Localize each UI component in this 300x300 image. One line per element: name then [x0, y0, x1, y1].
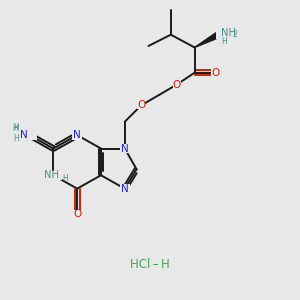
FancyBboxPatch shape — [216, 30, 234, 39]
Text: N: N — [121, 143, 129, 154]
Polygon shape — [195, 32, 220, 47]
FancyBboxPatch shape — [10, 130, 37, 140]
FancyBboxPatch shape — [73, 210, 82, 218]
FancyBboxPatch shape — [137, 102, 145, 109]
Text: H: H — [14, 134, 19, 143]
Text: H: H — [12, 124, 18, 133]
Text: O: O — [73, 209, 81, 219]
Text: N: N — [121, 184, 129, 194]
Text: O: O — [172, 80, 181, 90]
FancyBboxPatch shape — [211, 69, 220, 76]
Text: HCl – H: HCl – H — [130, 258, 170, 271]
FancyBboxPatch shape — [72, 131, 83, 140]
Text: N: N — [20, 130, 28, 140]
FancyBboxPatch shape — [41, 170, 62, 180]
Text: NH: NH — [221, 28, 236, 38]
Text: H: H — [221, 37, 227, 46]
Text: O: O — [137, 100, 145, 110]
Text: NH: NH — [44, 170, 59, 180]
FancyBboxPatch shape — [119, 184, 130, 193]
Text: 2: 2 — [232, 30, 237, 39]
FancyBboxPatch shape — [172, 81, 181, 88]
FancyBboxPatch shape — [119, 144, 130, 153]
Text: H: H — [14, 123, 19, 132]
Text: H: H — [62, 174, 68, 183]
Text: O: O — [211, 68, 220, 78]
Text: N: N — [73, 130, 81, 140]
